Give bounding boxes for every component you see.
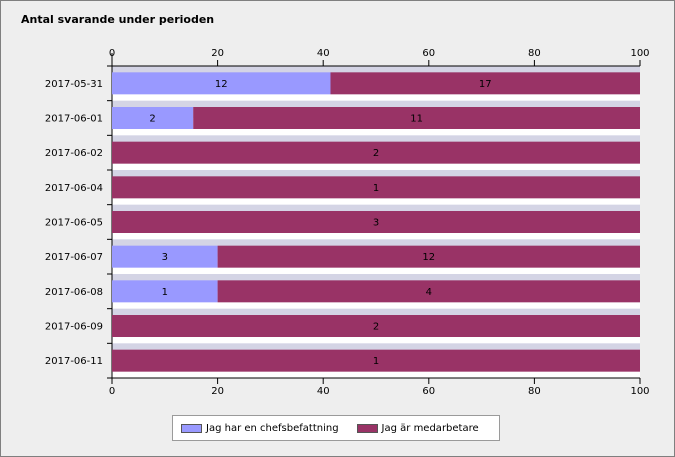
data-label: 11 [410, 114, 423, 125]
legend-swatch-employees [356, 423, 378, 433]
chart-title: Antal svarande under perioden [21, 13, 215, 26]
category-label: 2017-06-07 [45, 252, 103, 263]
data-label: 12 [215, 79, 228, 90]
category-label: 2017-06-02 [45, 148, 103, 159]
data-label: 3 [162, 252, 168, 263]
bar-segment-managers [112, 280, 218, 303]
bar-segment-managers [112, 107, 194, 129]
x-tick-label-top: 80 [528, 48, 541, 59]
category-label: 2017-06-01 [45, 114, 103, 125]
bar-segment-employees [193, 107, 640, 129]
x-tick-label-bottom: 100 [630, 386, 649, 397]
data-label: 12 [422, 252, 435, 263]
category-label: 2017-06-11 [45, 356, 103, 367]
x-tick-label-top: 100 [630, 48, 649, 59]
data-label: 1 [373, 356, 379, 367]
x-tick-label-top: 60 [422, 48, 435, 59]
x-tick-label-bottom: 20 [211, 386, 224, 397]
data-label: 17 [479, 79, 492, 90]
legend-swatch-managers [181, 423, 202, 433]
bar-segment-employees [112, 349, 640, 372]
bar-segment-managers [112, 245, 218, 268]
x-tick-label-bottom: 60 [422, 386, 435, 397]
category-label: 2017-06-09 [45, 322, 103, 333]
x-tick-label-top: 20 [211, 48, 224, 59]
legend-item-employees: Jag är medarbetare [356, 422, 479, 434]
data-label: 4 [426, 287, 432, 298]
bar-segment-employees [112, 141, 640, 164]
legend-label-managers: Jag har en chefsbefattning [206, 422, 339, 434]
legend-label-employees: Jag är medarbetare [381, 422, 479, 434]
bar-segment-managers [112, 72, 331, 95]
data-label: 3 [373, 218, 379, 229]
x-tick-label-bottom: 0 [109, 386, 115, 397]
bar-segment-employees [112, 315, 640, 337]
x-tick-label-top: 0 [109, 48, 115, 59]
bar-segment-employees [217, 245, 640, 268]
category-label: 2017-05-31 [45, 79, 103, 90]
data-label: 2 [373, 322, 379, 333]
bar-segment-employees [217, 280, 640, 303]
x-tick-label-bottom: 80 [528, 386, 541, 397]
category-label: 2017-06-05 [45, 218, 103, 229]
data-label: 2 [373, 148, 379, 159]
bar-segment-employees [112, 176, 640, 199]
legend-item-managers: Jag har en chefsbefattning [173, 423, 339, 434]
data-label: 2 [149, 114, 155, 125]
bar-segment-employees [330, 72, 640, 95]
category-label: 2017-06-08 [45, 287, 103, 298]
legend: Jag har en chefsbefattning Jag är medarb… [172, 415, 500, 441]
bar-segment-employees [112, 211, 640, 233]
data-label: 1 [162, 287, 168, 298]
x-tick-label-top: 40 [317, 48, 330, 59]
x-tick-label-bottom: 40 [317, 386, 330, 397]
data-label: 1 [373, 183, 379, 194]
category-label: 2017-06-04 [45, 183, 103, 194]
